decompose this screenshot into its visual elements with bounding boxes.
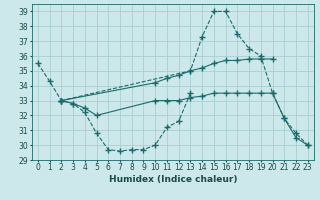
X-axis label: Humidex (Indice chaleur): Humidex (Indice chaleur) — [108, 175, 237, 184]
